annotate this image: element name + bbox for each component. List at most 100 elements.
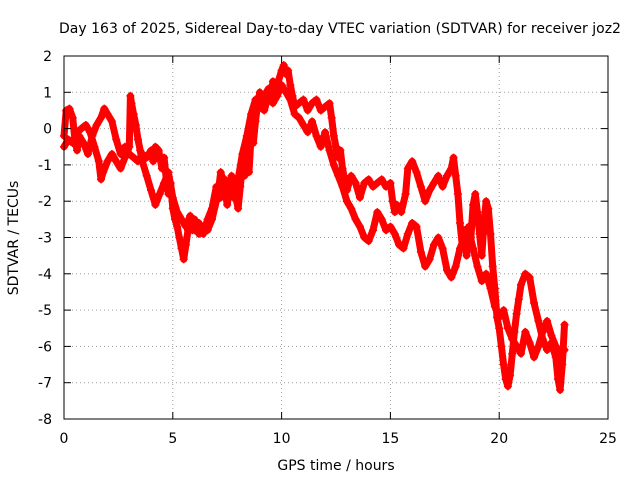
data-point-plus-marker bbox=[373, 208, 382, 217]
data-point-plus-marker bbox=[125, 142, 134, 151]
data-point-plus-marker bbox=[558, 360, 567, 369]
data-point-plus-marker bbox=[368, 226, 377, 235]
data-point-plus-marker bbox=[438, 244, 447, 253]
data-point-plus-marker bbox=[103, 110, 112, 119]
data-point-plus-marker bbox=[155, 189, 164, 198]
data-point-plus-marker bbox=[521, 269, 530, 278]
data-point-plus-marker bbox=[255, 102, 264, 111]
data-point-plus-marker bbox=[234, 204, 243, 213]
data-point-plus-marker bbox=[434, 171, 443, 180]
data-point-plus-marker bbox=[364, 237, 373, 246]
x-tick-label: 10 bbox=[273, 431, 291, 447]
data-point-plus-marker bbox=[469, 244, 478, 253]
data-point-plus-marker bbox=[534, 316, 543, 325]
data-point-plus-marker bbox=[403, 164, 412, 173]
data-point-plus-marker bbox=[225, 186, 234, 195]
data-point-plus-marker bbox=[408, 157, 417, 166]
data-point-plus-marker bbox=[112, 135, 121, 144]
y-tick-label: -1 bbox=[38, 158, 52, 174]
data-point-plus-marker bbox=[355, 193, 364, 202]
data-point-plus-marker bbox=[175, 233, 184, 242]
data-point-plus-marker bbox=[553, 375, 562, 384]
data-point-plus-marker bbox=[68, 113, 77, 122]
data-point-plus-marker bbox=[203, 215, 212, 224]
data-point-plus-marker bbox=[221, 175, 230, 184]
y-tick-label: 1 bbox=[43, 85, 52, 101]
data-point-plus-marker bbox=[506, 371, 515, 380]
data-point-plus-marker bbox=[260, 106, 269, 115]
data-point-plus-marker bbox=[351, 215, 360, 224]
data-point-plus-marker bbox=[495, 313, 504, 322]
data-point-plus-marker bbox=[395, 240, 404, 249]
y-tick-label: 2 bbox=[43, 49, 52, 65]
data-point-plus-marker bbox=[556, 349, 565, 358]
data-point-plus-marker bbox=[112, 157, 121, 166]
data-point-plus-marker bbox=[147, 146, 156, 155]
data-point-plus-marker bbox=[321, 102, 330, 111]
data-point-plus-marker bbox=[368, 182, 377, 191]
data-point-plus-marker bbox=[530, 353, 539, 362]
data-point-plus-marker bbox=[173, 222, 182, 231]
x-tick-label: 15 bbox=[381, 431, 399, 447]
data-point-plus-marker bbox=[286, 95, 295, 104]
data-point-plus-marker bbox=[377, 215, 386, 224]
y-axis-label: SDTVAR / TECUs bbox=[6, 181, 22, 296]
data-point-plus-marker bbox=[264, 84, 273, 93]
data-point-plus-marker bbox=[64, 135, 73, 144]
data-point-plus-marker bbox=[538, 327, 547, 336]
data-point-plus-marker bbox=[488, 262, 497, 271]
data-point-plus-marker bbox=[273, 91, 282, 100]
data-point-plus-marker bbox=[355, 222, 364, 231]
data-point-plus-marker bbox=[286, 81, 295, 90]
data-point-plus-marker bbox=[103, 157, 112, 166]
data-point-plus-marker bbox=[471, 189, 480, 198]
data-point-plus-marker bbox=[460, 233, 469, 242]
data-point-plus-marker bbox=[179, 255, 188, 264]
data-point-plus-marker bbox=[425, 255, 434, 264]
data-point-plus-marker bbox=[397, 208, 406, 217]
data-point-plus-marker bbox=[264, 91, 273, 100]
data-point-plus-marker bbox=[281, 88, 290, 97]
x-tick-label: 0 bbox=[60, 431, 69, 447]
data-point-plus-marker bbox=[482, 197, 491, 206]
data-point-plus-marker bbox=[303, 128, 312, 137]
data-point-plus-marker bbox=[249, 139, 258, 148]
data-point-plus-marker bbox=[133, 135, 142, 144]
data-point-plus-marker bbox=[212, 182, 221, 191]
data-point-plus-marker bbox=[100, 104, 109, 113]
data-point-plus-marker bbox=[83, 150, 92, 159]
y-tick-label: -2 bbox=[38, 194, 52, 210]
data-point-plus-marker bbox=[386, 222, 395, 231]
data-point-plus-marker bbox=[308, 99, 317, 108]
x-axis-label: GPS time / hours bbox=[277, 458, 394, 474]
grid-layer bbox=[64, 56, 608, 419]
data-point-plus-marker bbox=[279, 61, 288, 70]
data-point-plus-marker bbox=[382, 182, 391, 191]
data-point-plus-marker bbox=[242, 131, 251, 140]
data-point-plus-marker bbox=[284, 66, 293, 75]
data-point-plus-marker bbox=[499, 306, 508, 315]
data-point-plus-marker bbox=[129, 153, 138, 162]
data-point-plus-marker bbox=[227, 171, 236, 180]
y-tick-label: -6 bbox=[38, 339, 52, 355]
data-point-plus-marker bbox=[321, 128, 330, 137]
x-tick-label: 25 bbox=[599, 431, 617, 447]
data-point-plus-marker bbox=[360, 233, 369, 242]
data-point-plus-marker bbox=[277, 81, 286, 90]
data-point-plus-marker bbox=[425, 186, 434, 195]
series-layer bbox=[60, 61, 569, 394]
data-point-plus-marker bbox=[456, 244, 465, 253]
data-point-plus-marker bbox=[421, 197, 430, 206]
data-point-plus-marker bbox=[514, 295, 523, 304]
data-point-plus-marker bbox=[462, 251, 471, 260]
data-point-plus-marker bbox=[107, 150, 116, 159]
data-point-plus-marker bbox=[482, 269, 491, 278]
data-point-plus-marker bbox=[499, 360, 508, 369]
data-point-plus-marker bbox=[347, 171, 356, 180]
data-point-plus-marker bbox=[403, 229, 412, 238]
data-point-plus-marker bbox=[336, 146, 345, 155]
data-point-plus-marker bbox=[255, 88, 264, 97]
data-point-plus-marker bbox=[421, 262, 430, 271]
data-point-plus-marker bbox=[120, 153, 129, 162]
